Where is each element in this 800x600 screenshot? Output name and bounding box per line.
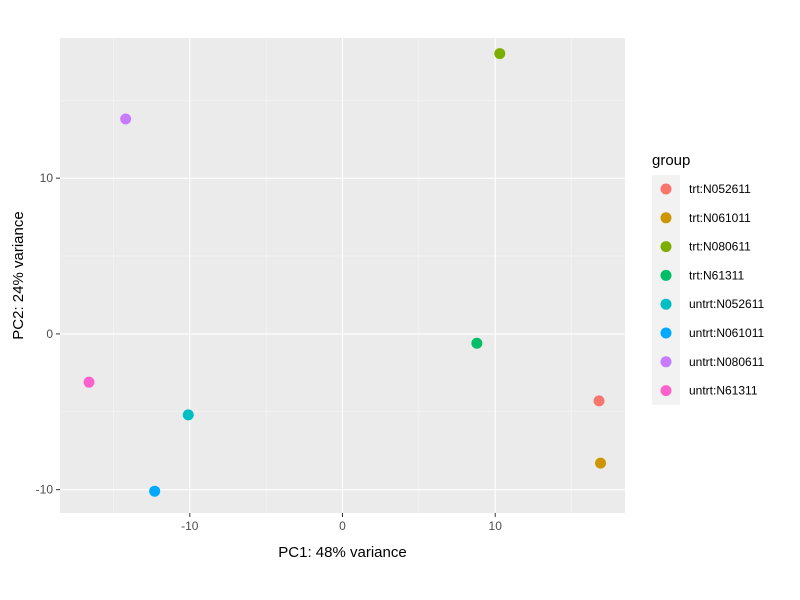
data-point [595, 457, 607, 469]
x-axis-ticks: -10 0 10 [181, 513, 502, 533]
legend-label: trt:N061011 [689, 211, 751, 225]
legend-key-point [660, 385, 672, 397]
y-axis-ticks: -10 0 10 [36, 171, 60, 497]
legend-label: trt:N080611 [689, 240, 751, 254]
legend-key-point [660, 298, 672, 310]
legend: group trt:N052611trt:N061011trt:N080611t… [652, 152, 764, 405]
x-axis-title: PC1: 48% variance [278, 544, 406, 561]
legend-key-point [660, 212, 672, 224]
legend-label: untrt:N052611 [689, 297, 764, 311]
legend-label: trt:N052611 [689, 182, 751, 196]
x-tick-label: -10 [181, 519, 199, 533]
data-point [471, 337, 483, 349]
legend-key-point [660, 241, 672, 253]
legend-label: untrt:N61311 [689, 384, 758, 398]
data-point [182, 409, 194, 421]
data-point [494, 48, 506, 60]
legend-key-point [660, 356, 672, 368]
legend-label: untrt:N061011 [689, 326, 764, 340]
legend-key-point [660, 327, 672, 339]
data-point [120, 113, 132, 125]
y-tick-label: -10 [36, 483, 54, 497]
legend-key-point [660, 269, 672, 281]
legend-label: untrt:N080611 [689, 355, 764, 369]
legend-items: trt:N052611 trt:N061011 trt:N080611 trt:N61… [652, 175, 764, 405]
legend-label: trt:N61311 [689, 268, 744, 282]
data-point [593, 395, 605, 407]
data-point [83, 376, 95, 388]
x-tick-label: 10 [489, 519, 503, 533]
legend-title: group [652, 152, 690, 169]
x-tick-label: 0 [339, 519, 346, 533]
y-tick-label: 0 [46, 327, 53, 341]
legend-key-point [660, 183, 672, 195]
y-tick-label: 10 [40, 171, 54, 185]
data-points [83, 48, 607, 497]
y-axis-title: PC2: 24% variance [10, 211, 27, 339]
legend-key-background [652, 175, 680, 405]
data-point [149, 485, 161, 497]
